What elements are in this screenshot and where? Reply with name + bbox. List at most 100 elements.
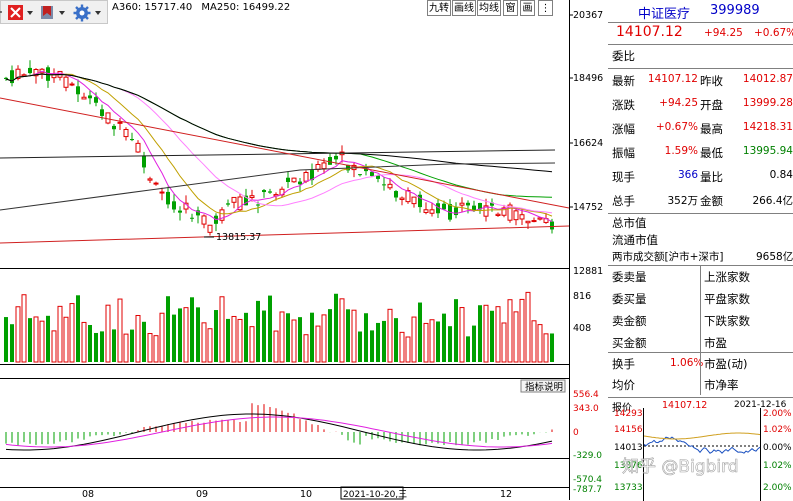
quote-label: 涨跌 xyxy=(612,98,635,112)
nine-turn-button[interactable]: 九转 xyxy=(427,0,451,16)
quote-label: 涨幅 xyxy=(612,122,635,136)
volume-bar xyxy=(394,318,398,362)
candle-body xyxy=(226,203,230,205)
breadth-right-label: 下跌家数 xyxy=(704,314,750,328)
float-value-row: 流通市值 xyxy=(608,231,793,248)
volume-bar xyxy=(550,333,554,362)
pe-dynamic-label: 市盈(动) xyxy=(704,357,748,371)
candle-body xyxy=(142,155,146,168)
volume-bar xyxy=(81,321,87,363)
weibi-label: 委比 xyxy=(612,49,635,63)
cross-tool-button[interactable] xyxy=(7,3,35,22)
volume-bar xyxy=(364,313,368,362)
quote-value-2: 14218.31 xyxy=(742,121,793,133)
candle-body xyxy=(76,86,80,95)
volume-bar xyxy=(147,333,153,363)
macd-scale-6: -787.7 xyxy=(573,485,602,495)
gear-icon xyxy=(73,4,101,22)
macd-line xyxy=(5,416,553,448)
candle-body xyxy=(525,220,531,224)
price-scale-3: 16624 xyxy=(573,138,603,149)
macd-scale-3: 0 xyxy=(573,428,579,438)
candle-body xyxy=(286,177,290,182)
breadth-left-label: 卖金额 xyxy=(612,314,647,328)
volume-bar xyxy=(112,329,116,362)
volume-bar xyxy=(483,304,489,363)
candle-body xyxy=(454,207,458,216)
quote-row: 最新 14107.12 昨收 14012.87 xyxy=(608,69,793,93)
draw-line-button[interactable]: 画线 xyxy=(452,0,476,16)
volume-bar xyxy=(219,296,225,363)
candle-body xyxy=(21,74,27,77)
market-value-row: 总市值 xyxy=(608,214,793,231)
bookmark-tool-button[interactable] xyxy=(39,3,71,22)
candle-body xyxy=(262,190,266,193)
x-label-oct: 10 xyxy=(300,489,312,500)
breadth-left-label: 买金额 xyxy=(612,336,647,350)
quote-value-2: 13999.28 xyxy=(742,97,793,109)
volume-bar xyxy=(214,310,218,362)
paint-button[interactable]: 画 xyxy=(520,0,535,16)
volume-bar xyxy=(436,321,440,362)
volume-bar xyxy=(33,316,39,363)
volume-bar xyxy=(76,295,80,362)
bookmark-icon xyxy=(41,6,65,19)
volume-bar xyxy=(226,318,230,362)
candle-body xyxy=(69,83,75,86)
candle-body xyxy=(178,210,182,213)
volume-bar xyxy=(51,330,57,363)
volume-bar xyxy=(405,336,411,363)
candle-body xyxy=(387,183,393,189)
price-scale-5: 12881 xyxy=(573,266,603,277)
candle-body xyxy=(315,164,321,170)
mini-tab-quote[interactable]: 报价 xyxy=(612,403,632,414)
candle-body xyxy=(94,97,98,103)
quote-value-2: 14012.87 xyxy=(742,73,793,85)
volume-bar xyxy=(57,305,63,363)
volume-bar xyxy=(525,291,531,363)
candle-body xyxy=(459,202,465,206)
volume-bar xyxy=(130,329,134,362)
chart-toolbar xyxy=(0,0,108,24)
candle-body xyxy=(117,121,123,124)
volume-bar xyxy=(490,310,494,362)
quote-label-2: 最高 xyxy=(700,122,723,136)
volume-bar xyxy=(159,312,165,363)
two-markets-label: 两市成交额[沪市+深市] xyxy=(612,251,724,263)
volume-bar xyxy=(513,311,519,363)
candle-body xyxy=(478,202,482,210)
volume-bar xyxy=(328,309,332,362)
candle-body xyxy=(495,213,501,216)
candle-body xyxy=(4,77,8,79)
volume-bar xyxy=(123,333,129,363)
candle-body xyxy=(100,109,104,116)
price-change: +94.25 xyxy=(704,27,743,39)
ma-line-button[interactable]: 均线 xyxy=(477,0,501,16)
candle-body xyxy=(436,203,440,214)
volume-bar xyxy=(334,293,338,362)
indicator-help-button[interactable]: 指标说明 xyxy=(525,381,563,393)
breadth-row: 委买量 平盘家数 xyxy=(608,288,793,310)
window-button[interactable]: 窗 xyxy=(503,0,518,16)
candle-body xyxy=(123,128,129,138)
quote-label: 总手 xyxy=(612,194,635,208)
candle-body xyxy=(130,139,134,141)
volume-bar xyxy=(339,298,345,363)
ma-line xyxy=(5,73,553,214)
volume-bar xyxy=(501,322,507,363)
breadth-row: 买金额 市盈 xyxy=(608,332,793,354)
candle-body xyxy=(411,196,417,205)
quote-row: 现手 366 量比 0.84 xyxy=(608,165,793,189)
more-button[interactable]: ⋮ xyxy=(538,0,553,16)
candle-body xyxy=(483,205,489,217)
low-price-annotation: 13815.37 xyxy=(216,232,261,243)
candle-body xyxy=(256,204,260,206)
price-header: 14107.12 +94.25 +0.67% xyxy=(608,22,793,45)
kline-chart[interactable]: 13815.37 指标说明 20367 18496 16624 14752 12… xyxy=(0,0,608,500)
candle-body xyxy=(531,220,537,223)
volume-bar xyxy=(298,317,302,362)
volume-scale-2: 408 xyxy=(573,323,591,334)
candle-body xyxy=(405,190,411,203)
settings-tool-button[interactable] xyxy=(73,3,107,22)
volume-bar xyxy=(376,322,380,362)
